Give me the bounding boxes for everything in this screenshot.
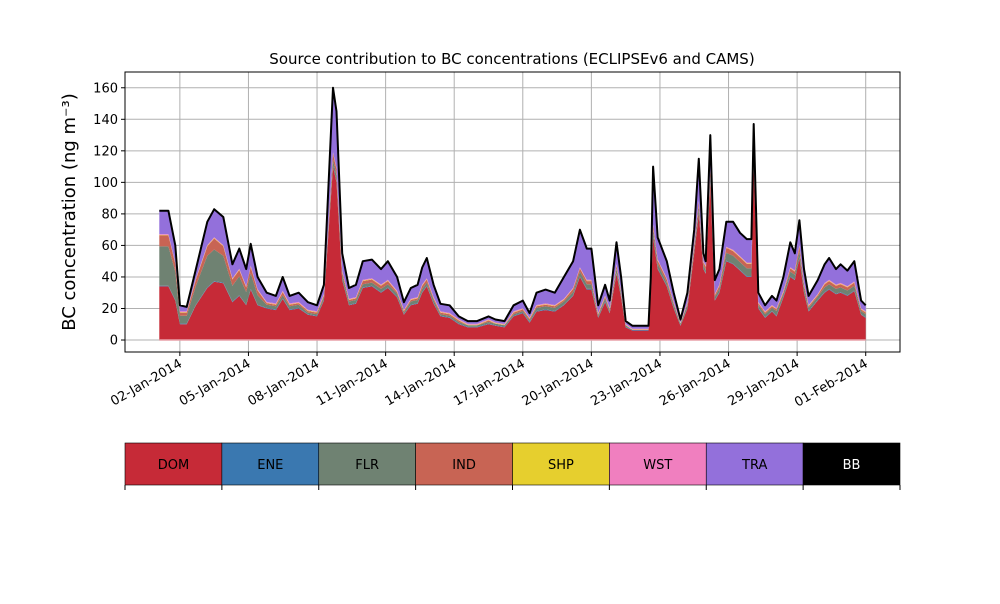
legend-label-wst: WST xyxy=(643,458,672,473)
total-line xyxy=(159,86,867,327)
plot-frame xyxy=(124,71,901,353)
x-tick-label: 05-Jan-2014 xyxy=(177,356,254,409)
legend-label-ind: IND xyxy=(452,458,476,473)
x-tick-label: 14-Jan-2014 xyxy=(383,356,460,409)
x-tick-label: 02-Jan-2014 xyxy=(108,356,185,409)
y-tick-label: 60 xyxy=(101,239,118,254)
y-axis-label: BC concentration (ng m⁻³) xyxy=(59,93,80,331)
legend-label-tra: TRA xyxy=(741,458,767,473)
legend-swatch-flr xyxy=(318,442,416,486)
x-tick-label: 20-Jan-2014 xyxy=(520,356,597,409)
legend-swatch-tra xyxy=(705,442,804,486)
y-tick-label: 40 xyxy=(101,270,118,285)
legend-colorbar: DOM ENE FLR IND SHP WST TRA BB xyxy=(124,442,901,490)
area-dom xyxy=(159,166,866,340)
x-tick-label: 11-Jan-2014 xyxy=(314,356,391,409)
x-tick-label: 01-Feb-2014 xyxy=(792,356,871,410)
x-tick-label: 17-Jan-2014 xyxy=(451,356,528,409)
x-tick-label: 26-Jan-2014 xyxy=(657,356,734,409)
y-tick-label: 140 xyxy=(93,113,118,128)
area-tra xyxy=(159,87,866,329)
legend-label-flr: FLR xyxy=(355,458,379,473)
x-tick-label: 23-Jan-2014 xyxy=(588,356,665,409)
x-tick-label: 29-Jan-2014 xyxy=(726,356,803,409)
y-tick-label: 120 xyxy=(93,144,118,159)
legend-label-ene: ENE xyxy=(257,458,283,473)
y-tick-label: 20 xyxy=(101,302,118,317)
y-tick-label: 80 xyxy=(101,207,118,222)
x-tick-label: 08-Jan-2014 xyxy=(245,356,322,409)
y-tick-label: 160 xyxy=(93,81,118,96)
y-tick-label: 100 xyxy=(93,176,118,191)
legend-label-bb: BB xyxy=(843,458,861,473)
stacked-areas xyxy=(159,86,867,341)
legend-swatch-ind xyxy=(415,442,513,486)
chart-title: Source contribution to BC concentrations… xyxy=(269,50,754,68)
legend-label-dom: DOM xyxy=(158,458,189,473)
y-tick-label: 0 xyxy=(110,334,118,349)
legend-swatch-wst xyxy=(609,442,707,486)
legend-label-shp: SHP xyxy=(548,458,574,473)
legend-swatch-shp xyxy=(512,442,610,486)
legend-swatch-ene xyxy=(221,442,320,486)
legend-swatch-bb xyxy=(802,442,901,486)
grid-lines xyxy=(125,72,900,352)
